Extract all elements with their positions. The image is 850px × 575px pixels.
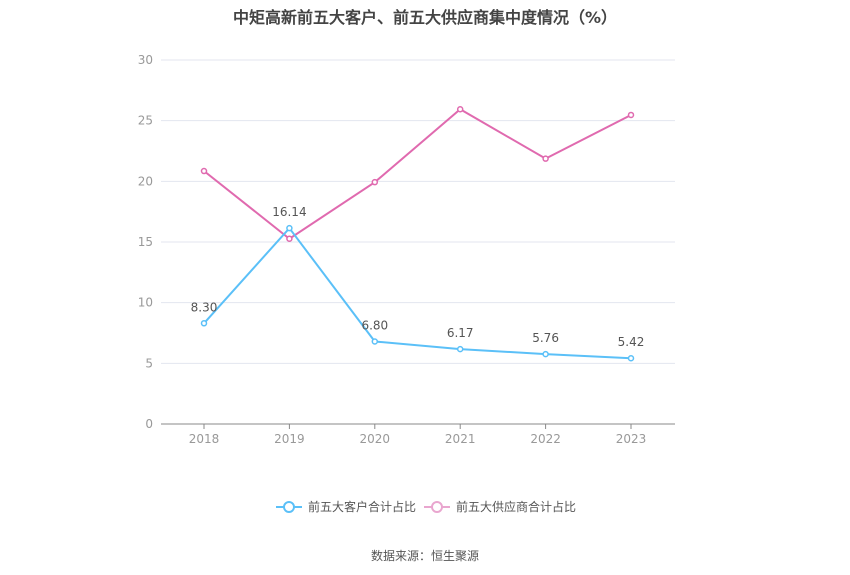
legend-marker-customers <box>276 500 302 513</box>
data-label: 6.17 <box>447 326 474 340</box>
series-line-0 <box>203 226 632 360</box>
data-point <box>200 320 208 327</box>
y-tick-label: 25 <box>138 114 153 128</box>
data-point <box>456 345 464 353</box>
y-tick-label: 20 <box>138 174 153 188</box>
y-tick-label: 30 <box>138 53 153 67</box>
data-point <box>371 178 379 186</box>
x-tick-label: 2023 <box>616 432 647 446</box>
data-point <box>542 350 549 358</box>
series-line-1 <box>203 108 632 240</box>
legend-item-suppliers[interactable]: 前五大供应商合计占比 <box>424 498 576 515</box>
data-point <box>627 354 635 362</box>
data-point <box>200 167 208 175</box>
y-tick-label: 10 <box>138 296 153 310</box>
source-note: 数据来源：恒生聚源 <box>370 549 479 563</box>
data-point <box>456 106 464 113</box>
y-tick-label: 0 <box>145 417 153 431</box>
data-label: 6.80 <box>361 318 388 332</box>
legend-label-suppliers: 前五大供应商合计占比 <box>456 500 577 514</box>
x-tick-label: 2019 <box>274 432 305 446</box>
y-tick-label: 5 <box>145 356 153 370</box>
y-tick-label: 15 <box>138 235 153 249</box>
data-point <box>286 224 293 232</box>
data-point <box>371 338 379 345</box>
data-label: 16.14 <box>272 205 306 219</box>
x-tick-label: 2021 <box>445 432 476 446</box>
data-label: 5.76 <box>532 331 559 345</box>
x-tick-label: 2022 <box>530 432 561 446</box>
data-label: 5.42 <box>618 335 645 349</box>
data-point <box>286 235 293 242</box>
x-tick-label: 2020 <box>360 432 391 446</box>
x-tick-label: 2018 <box>189 432 220 446</box>
data-point <box>627 111 635 119</box>
data-point <box>542 155 549 162</box>
data-label: 8.30 <box>191 300 218 314</box>
legend-marker-suppliers <box>424 500 450 513</box>
chart-title: 中矩高新前五大客户、前五大供应商集中度情况（%） <box>232 8 618 27</box>
legend-item-customers[interactable]: 前五大客户合计占比 <box>276 498 416 515</box>
legend-label-customers: 前五大客户合计占比 <box>308 500 417 514</box>
